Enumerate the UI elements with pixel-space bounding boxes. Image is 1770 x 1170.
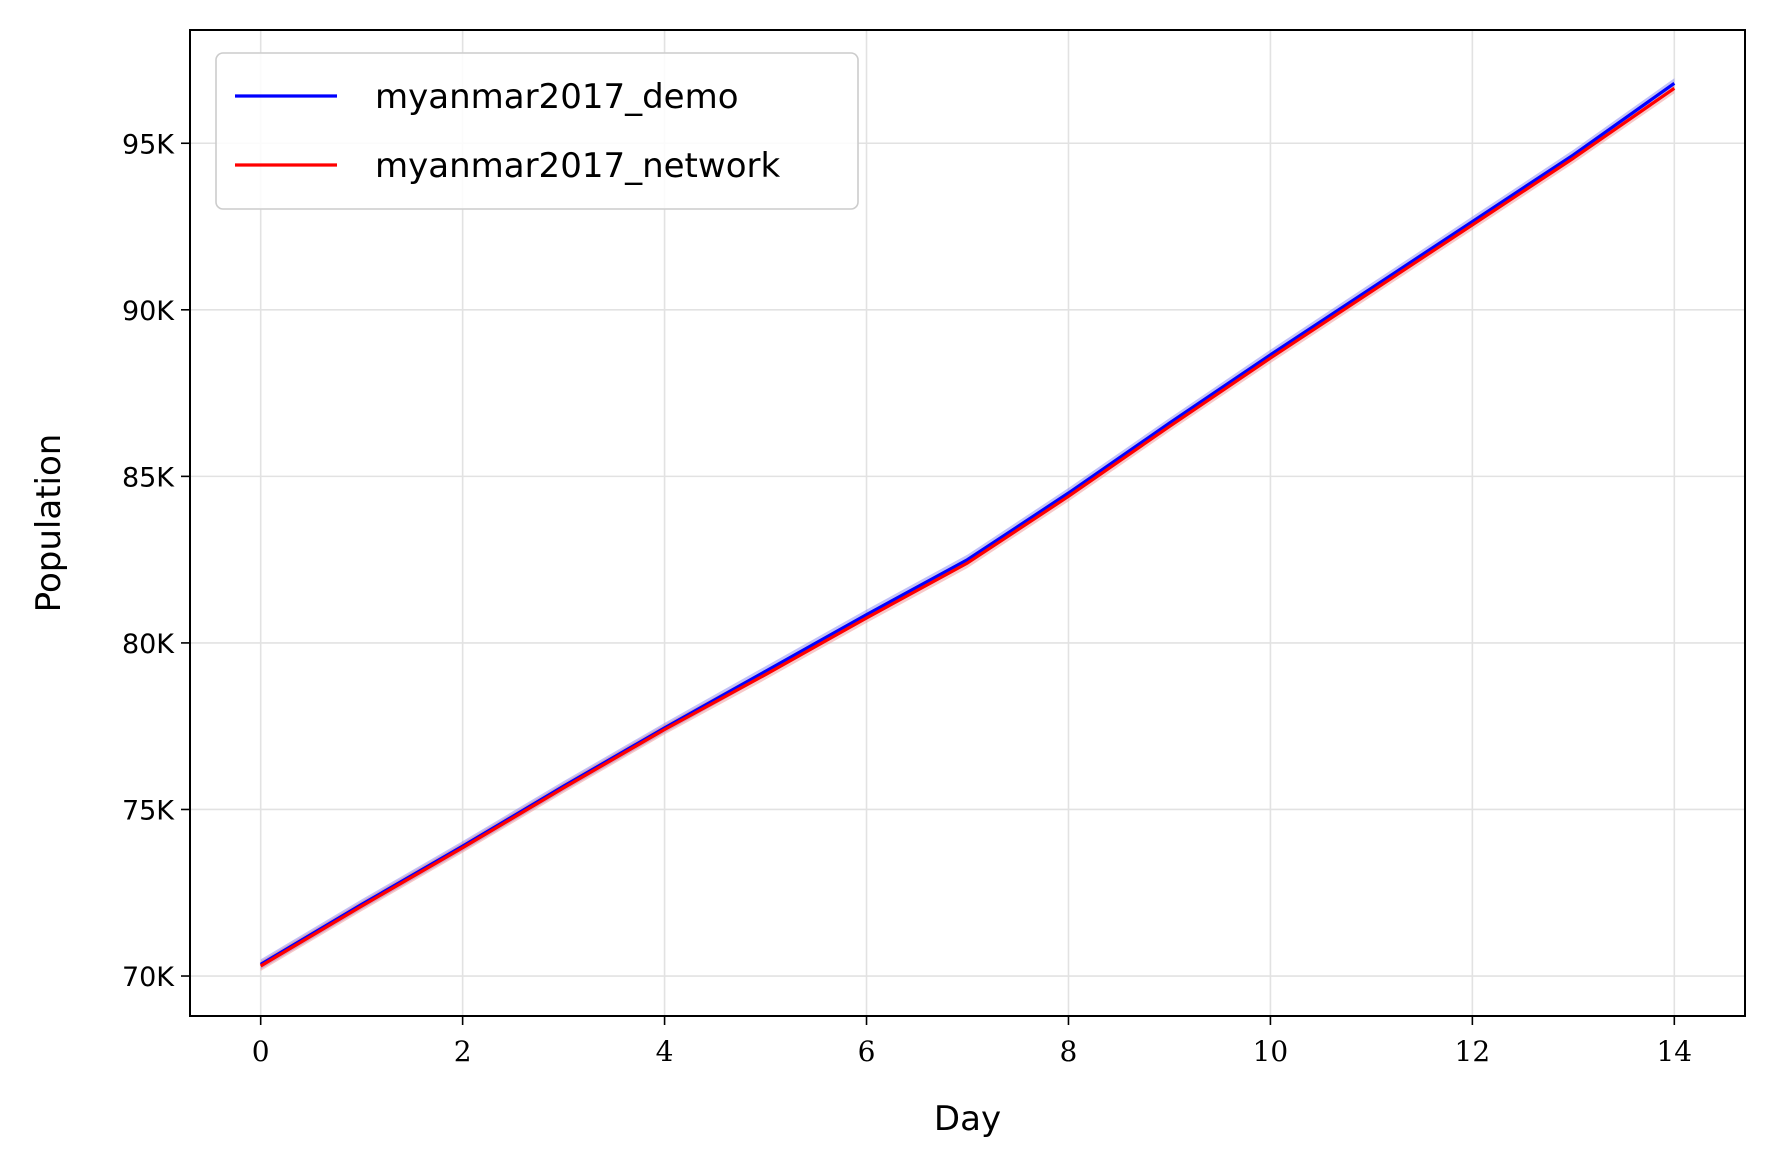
y-tick-label: 70K: [122, 962, 175, 993]
x-tick-label: 2: [454, 1035, 472, 1068]
series-lines: [259, 81, 1676, 968]
plot-frame: [189, 29, 1746, 1017]
x-axis-title: Day: [934, 1099, 1001, 1139]
x-tick-label: 6: [858, 1035, 876, 1068]
x-tick-label: 10: [1253, 1035, 1289, 1068]
x-tick-label: 0: [252, 1035, 270, 1068]
y-axis-ticks: 70K 75K 80K 85K 90K 95K: [122, 129, 190, 993]
legend: myanmar2017_demo myanmar2017_network: [215, 52, 859, 210]
legend-label: myanmar2017_network: [375, 146, 780, 186]
x-axis-ticks: 0 2 4 6 8 10 12 14: [252, 1016, 1692, 1068]
legend-box: [215, 52, 859, 210]
y-tick-label: 95K: [122, 129, 175, 160]
y-tick-label: 90K: [122, 296, 175, 327]
x-tick-label: 4: [656, 1035, 674, 1068]
legend-label: myanmar2017_demo: [375, 77, 739, 117]
x-tick-label: 8: [1060, 1035, 1078, 1068]
series-line: [259, 86, 1676, 968]
y-tick-label: 80K: [122, 629, 175, 660]
y-axis-title: Population: [29, 434, 69, 613]
y-tick-label: 75K: [122, 795, 175, 826]
y-tick-label: 85K: [122, 462, 175, 493]
x-tick-label: 14: [1656, 1035, 1692, 1068]
x-tick-label: 12: [1455, 1035, 1491, 1068]
